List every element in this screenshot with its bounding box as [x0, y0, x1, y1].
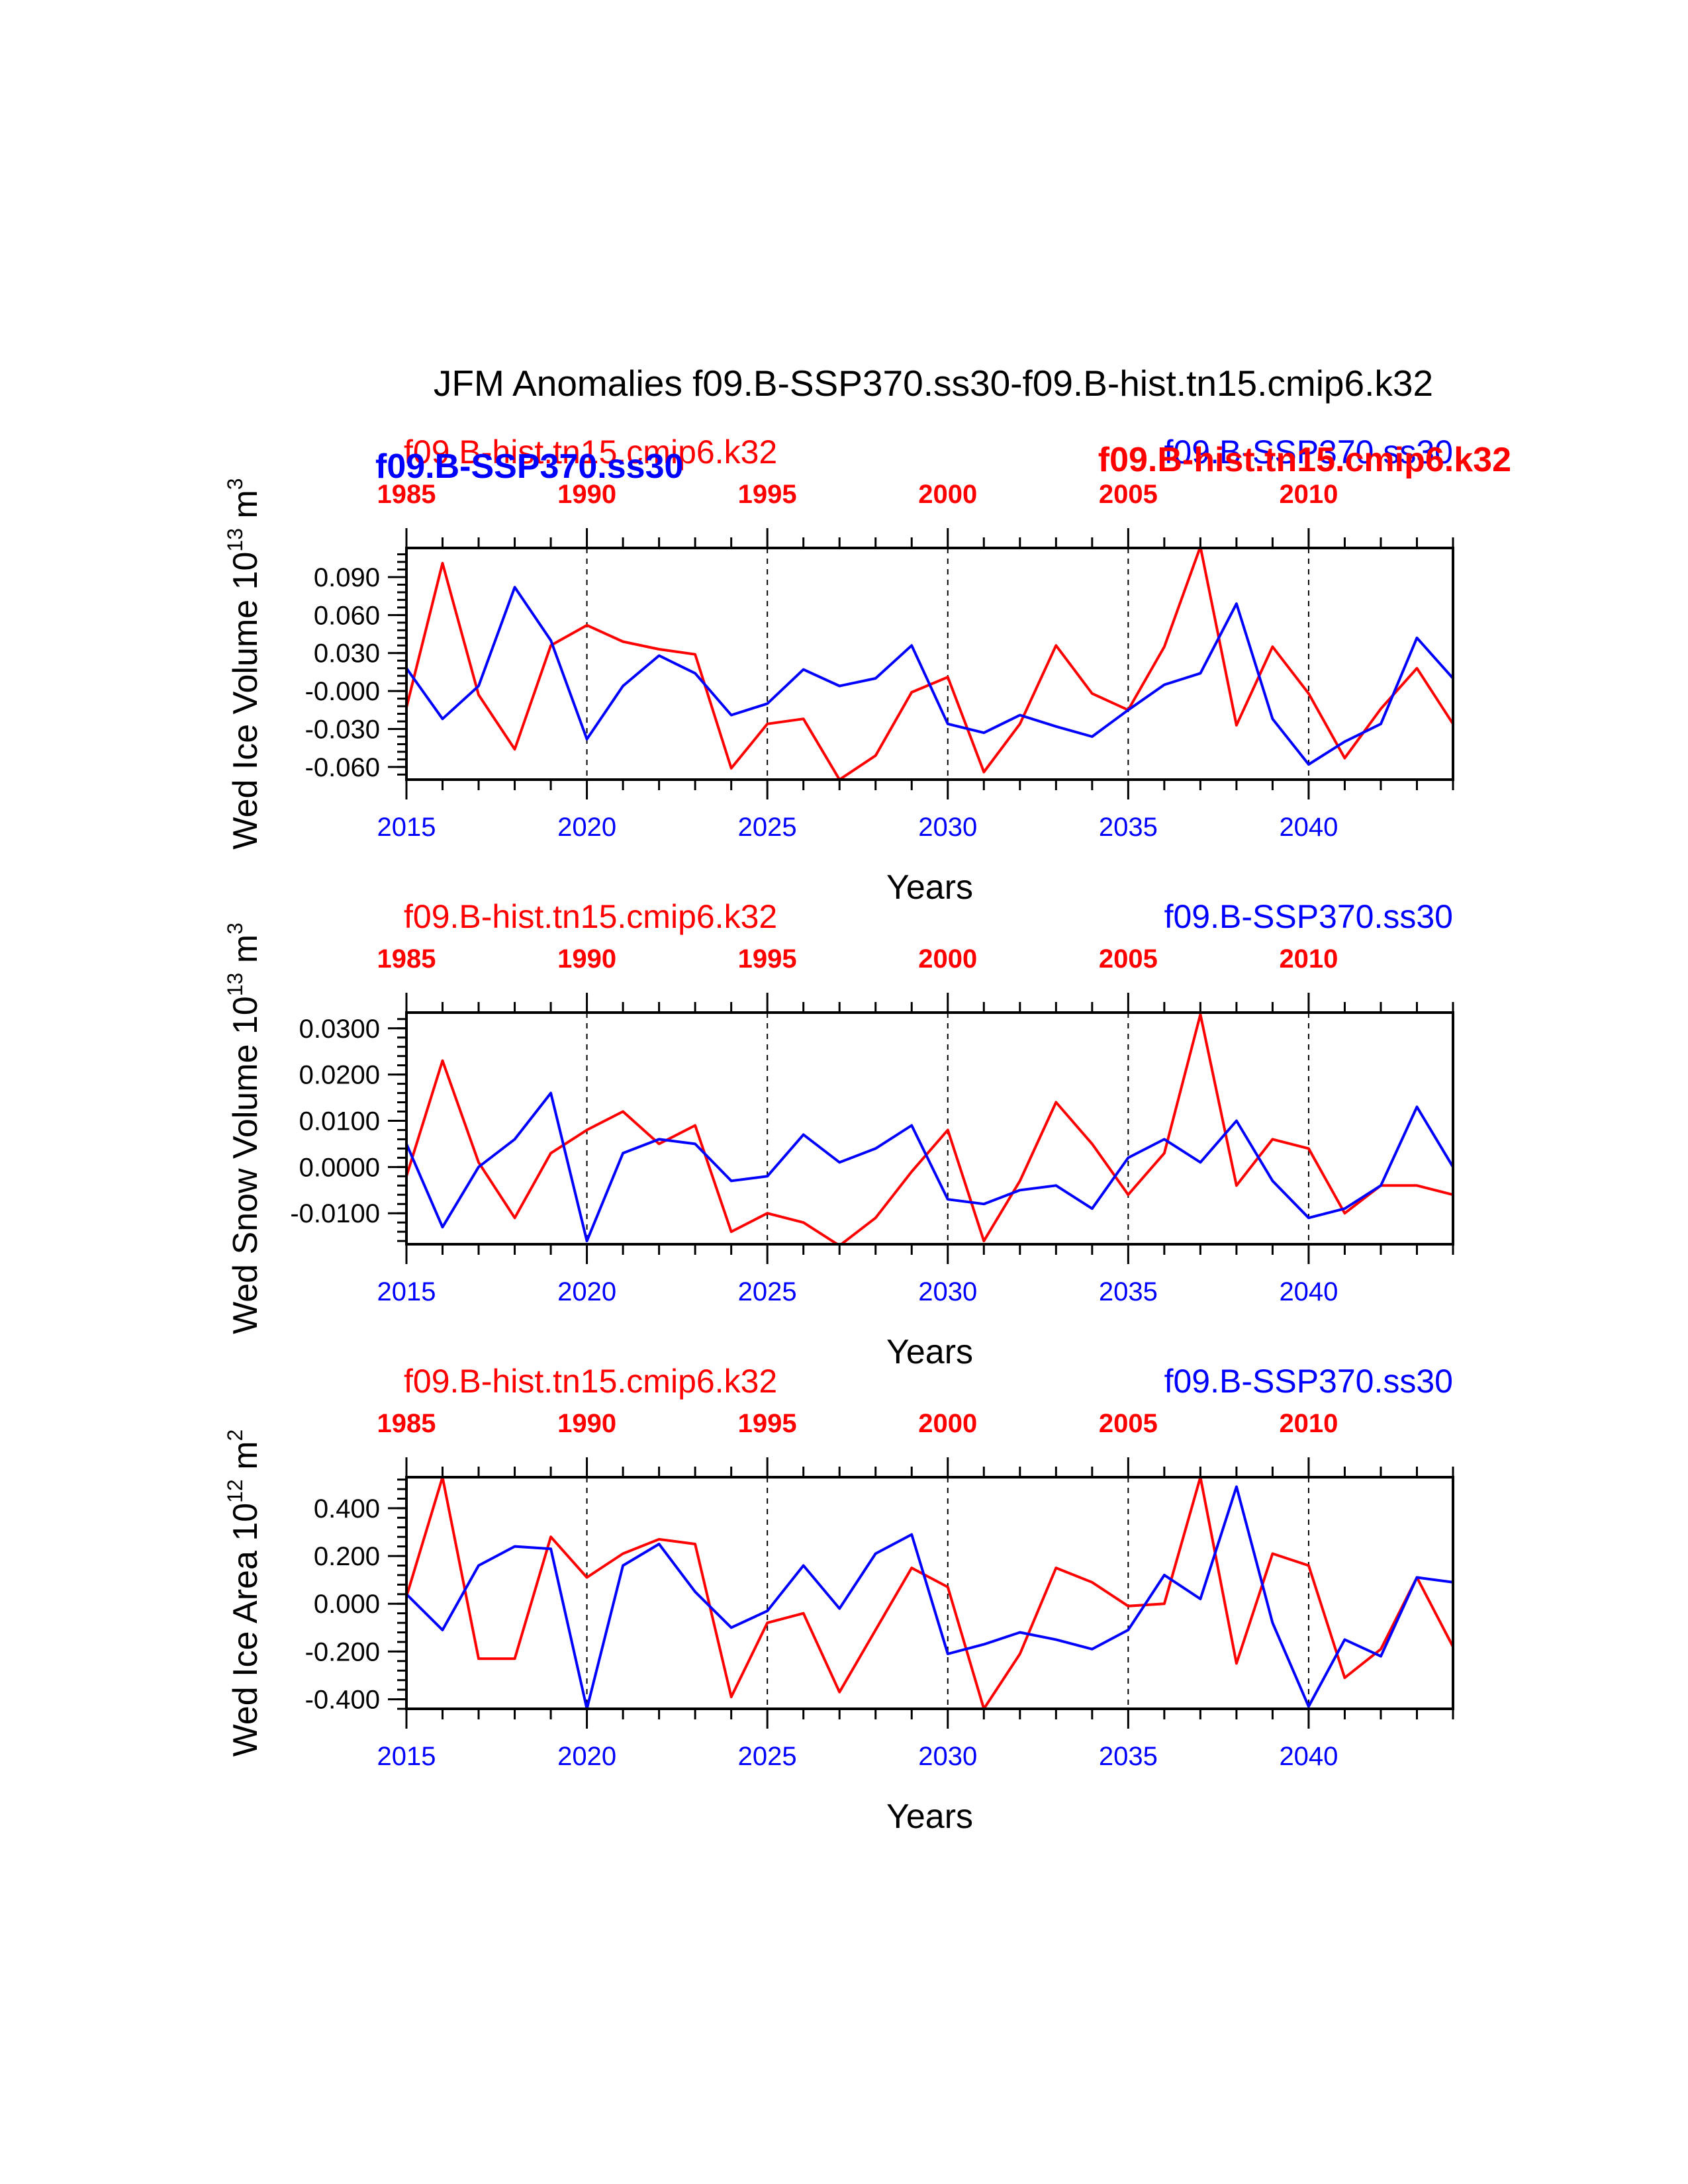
y-tick-label: -0.060	[305, 753, 380, 782]
y-axis-label-part: 13	[223, 973, 247, 997]
x-tick-label-top: 2000	[918, 1409, 977, 1438]
y-axis-label-part: m	[226, 1441, 265, 1479]
plot-frame	[405, 1011, 1454, 1246]
overlay-label-hist-bold: f09.B-hist.tn15.cmip6.k32	[1098, 441, 1511, 479]
x-tick-label-bottom: 2015	[377, 1742, 436, 1771]
x-tick-label-bottom: 2020	[557, 1277, 616, 1306]
series-line-hist	[406, 1013, 1453, 1244]
x-tick-label-bottom: 2015	[377, 813, 436, 842]
x-tick-label-bottom: 2035	[1099, 813, 1158, 842]
x-tick-label-top: 2005	[1099, 944, 1158, 974]
y-tick-label: 0.0300	[299, 1015, 380, 1044]
overlay-label-ssp-bold: f09.B-SSP370.ss30	[375, 447, 683, 486]
y-axis-label-part: Wed Snow Volume 10	[226, 996, 265, 1334]
y-tick-label: 0.0200	[299, 1061, 380, 1090]
x-tick-label-bottom: 2040	[1279, 813, 1338, 842]
series-label-hist: f09.B-hist.tn15.cmip6.k32	[404, 1363, 777, 1400]
y-axis-label-part: 3	[223, 478, 247, 490]
x-tick-label-bottom: 2030	[918, 1742, 977, 1771]
x-tick-label-bottom: 2025	[738, 1277, 797, 1306]
x-tick-label-bottom: 2035	[1099, 1277, 1158, 1306]
y-axis-label-part: 13	[223, 528, 247, 552]
series-line-ssp	[406, 586, 1453, 766]
y-axis-label-part: Wed Ice Volume 10	[226, 552, 265, 850]
x-axis-label: Years	[886, 1797, 973, 1836]
series-label-hist: f09.B-hist.tn15.cmip6.k32	[404, 898, 777, 935]
x-tick-label-top: 2010	[1279, 480, 1338, 509]
series-label-hist: f09.B-hist.tn15.cmip6.k32	[404, 433, 777, 471]
series-label-ssp: f09.B-SSP370.ss30	[1164, 433, 1453, 471]
x-tick-label-top: 2010	[1279, 1409, 1338, 1438]
x-tick-label-bottom: 2040	[1279, 1277, 1338, 1306]
x-tick-label-top: 1995	[738, 480, 797, 509]
series-lines	[406, 1477, 1453, 1709]
panel-snow-volume: 2015 2020 2025 2030 2035 2040 1985 1990 1995 2000…	[223, 898, 1454, 1371]
series-line-ssp	[406, 1091, 1453, 1243]
series-label-ssp: f09.B-SSP370.ss30	[1164, 898, 1453, 935]
x-tick-label-top: 1985	[377, 480, 436, 509]
x-tick-label-top: 1990	[557, 1409, 616, 1438]
y-axis-label-part: Wed Ice Area 10	[226, 1503, 265, 1757]
series-line-hist	[406, 548, 1453, 780]
y-axis-label-part: m	[226, 934, 265, 973]
x-axis-label: Years	[886, 1333, 973, 1371]
x-tick-label-bottom: 2035	[1099, 1742, 1158, 1771]
series-label-ssp: f09.B-SSP370.ss30	[1164, 1363, 1453, 1400]
y-tick-label: 0.030	[314, 639, 380, 668]
x-axis-label: Years	[886, 868, 973, 907]
y-tick-label: -0.0100	[290, 1199, 380, 1228]
series-lines	[406, 548, 1453, 780]
panels-group: 2015 2020 2025 2030 2035 2040 1985 1990 1995 2000…	[223, 433, 1454, 1836]
x-tick-label-top: 1985	[377, 944, 436, 974]
y-axis-label-part: 12	[223, 1479, 247, 1503]
plot-frame	[405, 547, 1454, 781]
y-axis-label: Wed Ice Volume 1013 m3	[223, 478, 265, 849]
y-axis-label: Wed Ice Area 1012 m2	[223, 1430, 265, 1757]
y-tick-label: 0.0000	[299, 1153, 380, 1182]
y-tick-label: -0.000	[305, 677, 380, 706]
x-tick-label-bottom: 2020	[557, 813, 616, 842]
y-tick-label: -0.400	[305, 1686, 380, 1715]
series-lines	[406, 1013, 1453, 1244]
x-tick-label-bottom: 2025	[738, 1742, 797, 1771]
y-axis-label: Wed Snow Volume 1013 m3	[223, 923, 265, 1334]
y-axis-label-part: 3	[223, 923, 247, 934]
x-tick-label-bottom: 2040	[1279, 1742, 1338, 1771]
x-tick-label-bottom: 2025	[738, 813, 797, 842]
y-tick-label: 0.200	[314, 1542, 380, 1571]
x-tick-label-top: 2000	[918, 944, 977, 974]
y-tick-label: -0.200	[305, 1637, 380, 1666]
series-line-hist	[406, 1477, 1453, 1709]
x-tick-label-bottom: 2020	[557, 1742, 616, 1771]
x-tick-label-top: 1995	[738, 1409, 797, 1438]
x-tick-label-top: 1995	[738, 944, 797, 974]
y-tick-label: 0.400	[314, 1494, 380, 1524]
series-line-ssp	[406, 1485, 1453, 1709]
x-tick-label-bottom: 2015	[377, 1277, 436, 1306]
y-tick-label: 0.0100	[299, 1107, 380, 1136]
y-axis-label-part: m	[226, 490, 265, 528]
panel-ice-volume: 2015 2020 2025 2030 2035 2040 1985 1990 1995 2000…	[223, 433, 1454, 907]
chart-title: JFM Anomalies f09.B-SSP370.ss30-f09.B-hi…	[434, 363, 1433, 404]
x-tick-label-bottom: 2030	[918, 813, 977, 842]
y-axis-label-part: 2	[223, 1430, 247, 1441]
y-tick-label: 0.000	[314, 1590, 380, 1619]
x-tick-label-top: 1990	[557, 480, 616, 509]
plot-frame	[405, 1476, 1454, 1710]
y-tick-label: 0.060	[314, 601, 380, 630]
x-tick-label-top: 2010	[1279, 944, 1338, 974]
y-tick-label: -0.030	[305, 715, 380, 744]
x-tick-label-top: 2000	[918, 480, 977, 509]
x-tick-label-top: 2005	[1099, 480, 1158, 509]
y-tick-label: 0.090	[314, 563, 380, 592]
x-tick-label-top: 2005	[1099, 1409, 1158, 1438]
panel-ice-area: 2015 2020 2025 2030 2035 2040 1985 1990 1995 2000…	[223, 1363, 1454, 1836]
x-tick-label-bottom: 2030	[918, 1277, 977, 1306]
x-tick-label-top: 1985	[377, 1409, 436, 1438]
x-tick-label-top: 1990	[557, 944, 616, 974]
